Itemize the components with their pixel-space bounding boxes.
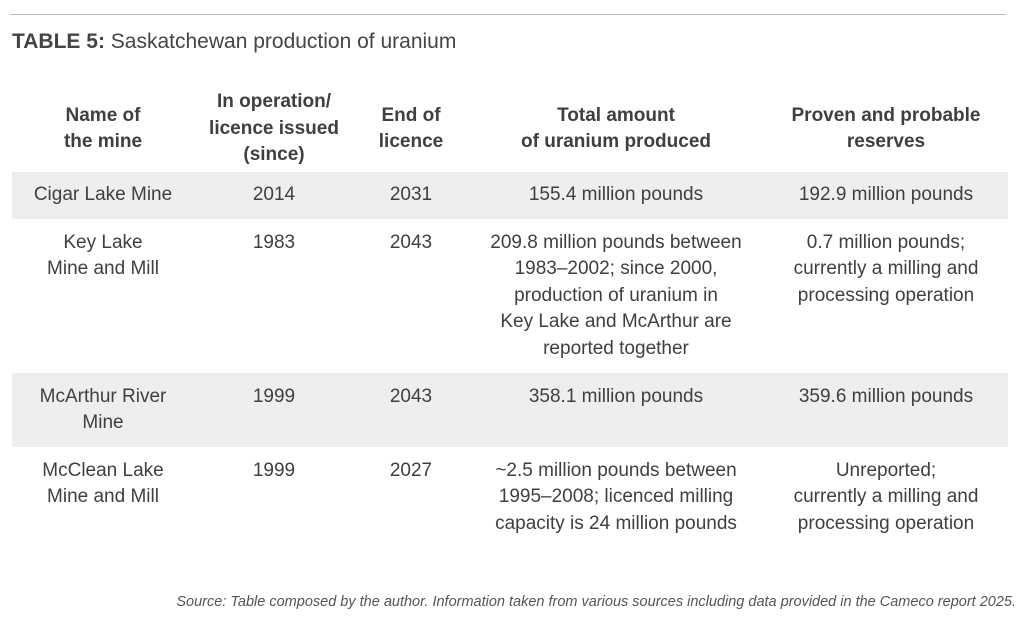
cell-since: 2014 xyxy=(194,172,354,219)
header-line: reserves xyxy=(846,131,926,152)
header-line: Total amount xyxy=(557,104,675,126)
table-row: McArthur River Mine 1999 2043 358.1 mill… xyxy=(12,372,1008,447)
header-line: of uranium produced xyxy=(521,131,711,152)
cell-line: processing operation xyxy=(797,284,975,306)
cell-mine-name: Cigar Lake Mine xyxy=(12,172,194,219)
cell-reserves: 0.7 million pounds; currently a milling … xyxy=(764,219,1008,373)
cell-line: processing operation xyxy=(797,512,975,534)
cell-reserves: Unreported; currently a milling and proc… xyxy=(764,447,1008,548)
header-line: licence xyxy=(378,131,444,152)
cell-line: McClean Lake xyxy=(42,459,164,481)
cell-since: 1983 xyxy=(252,231,296,253)
cell-line: capacity is 24 million pounds xyxy=(495,512,737,534)
cell-reserves: 192.9 million pounds xyxy=(764,172,1008,219)
header-total-produced: Total amount of uranium produced xyxy=(468,86,764,172)
cell-produced: 358.1 million pounds xyxy=(468,372,764,447)
header-end-of-licence: End of licence xyxy=(354,86,468,172)
cell-line: production of uranium in xyxy=(514,284,718,306)
table-row: McClean Lake Mine and Mill 1999 2027 ~2.… xyxy=(12,447,1008,548)
header-line: licence issued xyxy=(209,117,339,139)
cell-line: Mine xyxy=(82,412,124,433)
cell-line: 1983–2002; since 2000, xyxy=(514,258,718,279)
header-line: the mine xyxy=(63,131,143,152)
header-line: Proven and probable xyxy=(791,104,981,126)
table-row: Key Lake Mine and Mill 1983 2043 209.8 m… xyxy=(12,219,1008,373)
cell-mine-name: McClean Lake Mine and Mill xyxy=(12,447,194,548)
header-mine-name: Name of the mine xyxy=(12,86,194,172)
cell-produced: ~2.5 million pounds between 1995–2008; l… xyxy=(468,447,764,548)
header-line: Name of xyxy=(65,104,141,126)
cell-end: 2043 xyxy=(389,231,433,253)
cell-line: Key Lake and McArthur are xyxy=(500,311,732,332)
cell-line: Unreported; xyxy=(835,459,937,481)
cell-since: 1999 xyxy=(194,372,354,447)
source-note: Source: Table composed by the author. In… xyxy=(176,594,1016,610)
cell-line: 209.8 million pounds between xyxy=(490,231,742,253)
cell-since: 1999 xyxy=(252,459,296,481)
header-line: In operation/ xyxy=(217,91,331,113)
cell-line: currently a milling and xyxy=(793,486,979,507)
header-reserves: Proven and probable reserves xyxy=(764,86,1008,172)
top-rule xyxy=(10,14,1006,15)
cell-line: McArthur River xyxy=(39,385,167,407)
table-caption-title: Saskatchewan production of uranium xyxy=(110,30,457,53)
cell-end: 2027 xyxy=(389,459,433,481)
header-line: (since) xyxy=(243,144,305,166)
cell-end: 2043 xyxy=(354,372,468,447)
table-caption: TABLE 5: Saskatchewan production of uran… xyxy=(12,30,456,54)
uranium-production-table: Name of the mine In operation/ licence i… xyxy=(12,86,1008,547)
cell-line: 155.4 million pounds xyxy=(528,184,704,205)
cell-line: 359.6 million pounds xyxy=(798,385,974,407)
cell-line: reported together xyxy=(543,337,689,359)
cell-line: Mine and Mill xyxy=(47,258,159,279)
table-row: Cigar Lake Mine 2014 2031 155.4 million … xyxy=(12,172,1008,219)
cell-line: 1995–2008; licenced milling xyxy=(498,486,734,507)
table-header-row: Name of the mine In operation/ licence i… xyxy=(12,86,1008,172)
cell-line: 0.7 million pounds; xyxy=(806,231,966,253)
cell-end: 2031 xyxy=(354,172,468,219)
header-line: End of xyxy=(381,104,441,126)
cell-line: currently a milling and xyxy=(793,258,979,279)
table-caption-label: TABLE 5: xyxy=(12,30,105,53)
cell-line: Mine and Mill xyxy=(47,486,159,507)
cell-produced: 209.8 million pounds between 1983–2002; … xyxy=(468,219,764,373)
cell-mine-name: McArthur River Mine xyxy=(12,372,194,447)
cell-line: 192.9 million pounds xyxy=(798,184,974,205)
cell-line: Key Lake xyxy=(63,231,143,253)
cell-reserves: 359.6 million pounds xyxy=(764,372,1008,447)
cell-line: 358.1 million pounds xyxy=(528,385,704,407)
cell-mine-name: Key Lake Mine and Mill xyxy=(12,219,194,373)
cell-line: Cigar Lake Mine xyxy=(33,184,173,205)
cell-line: ~2.5 million pounds between xyxy=(495,459,737,481)
header-in-operation: In operation/ licence issued (since) xyxy=(194,86,354,172)
cell-produced: 155.4 million pounds xyxy=(468,172,764,219)
